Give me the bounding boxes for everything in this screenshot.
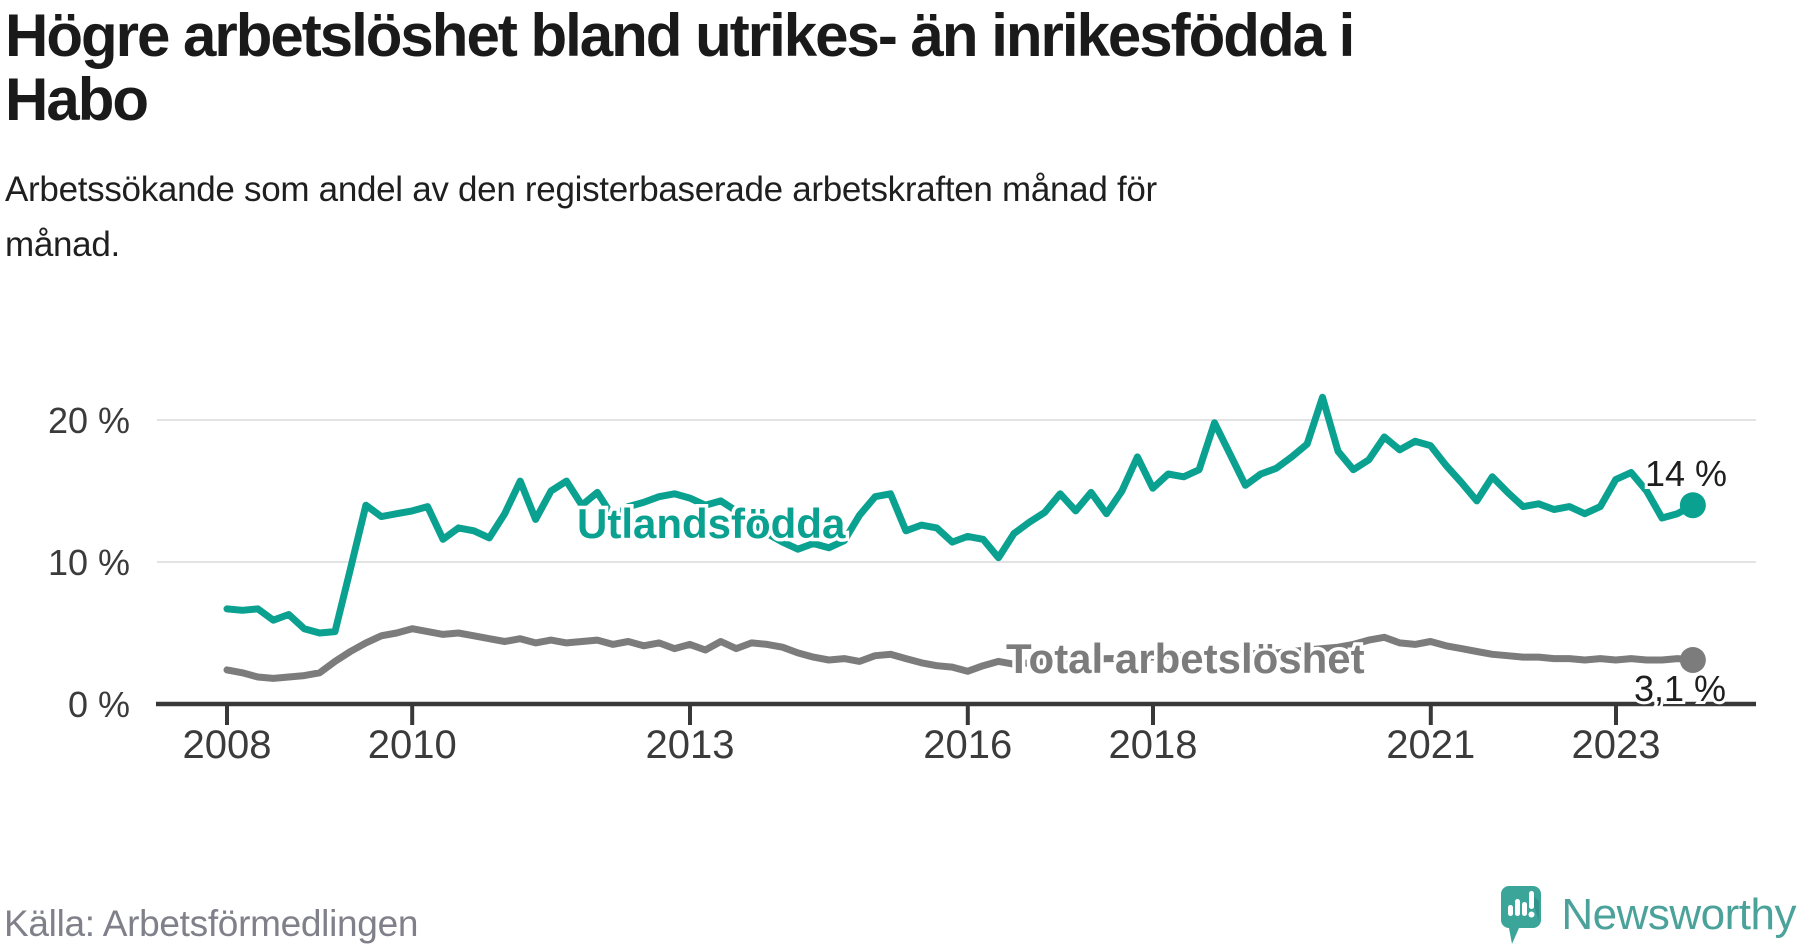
x-axis-tick-label: 2010 — [368, 723, 457, 767]
bar-1 — [1508, 905, 1514, 916]
page-subtitle-line1: Arbetssökande som andel av den registerb… — [5, 170, 1157, 209]
series-end-dot-utlandsfodda — [1679, 492, 1706, 519]
page-subtitle: Arbetssökande som andel av den registerb… — [5, 163, 1505, 273]
source-note: Källa: Arbetsförmedlingen — [4, 903, 419, 944]
gridlines — [157, 419, 1756, 563]
y-axis-labels: 0 % 10 % 20 % — [48, 400, 130, 725]
page-title: Högre arbetslöshet bland utrikes- än inr… — [5, 2, 1765, 134]
series-end-dot-total-arbetsloshet — [1679, 646, 1706, 673]
x-axis-tick-label: 2008 — [183, 723, 272, 767]
x-axis-tick-label: 2018 — [1109, 723, 1198, 767]
series-end-dots — [1679, 492, 1706, 673]
page-title-line2: Habo — [5, 66, 149, 134]
end-value-label-utlandsfodda: 14 % — [1645, 453, 1727, 494]
x-axis-tick-label: 2016 — [923, 723, 1012, 767]
x-axis-tick-label: 2013 — [646, 723, 735, 767]
newsworthy-wordmark: Newsworthy — [1561, 890, 1796, 939]
y-axis-tick-label: 20 % — [48, 400, 130, 441]
speech-bubble-shape — [1501, 886, 1542, 944]
newsworthy-logo: Newsworthy — [1501, 884, 1796, 946]
exclamation-dot — [1528, 911, 1535, 918]
series-label-utlandsfodda: Utlandsfödda — [577, 500, 846, 547]
series-lines — [223, 393, 1697, 682]
page-title-line1: Högre arbetslöshet bland utrikes- än inr… — [5, 2, 1355, 69]
newsworthy-logo-icon — [1501, 886, 1542, 944]
series-line-utlandsfodda — [223, 393, 1697, 637]
y-axis-tick-label: 10 % — [48, 542, 130, 583]
exclamation-bar — [1529, 891, 1535, 909]
series-label-total-arbetsloshet: Total arbetslöshet — [1006, 635, 1365, 682]
x-axis-tick-label: 2021 — [1386, 723, 1475, 767]
y-axis-tick-label: 0 % — [68, 684, 130, 725]
end-value-label-total: 3,1 % — [1634, 668, 1726, 709]
x-axis-tick-label: 2023 — [1572, 723, 1661, 767]
bar-3 — [1522, 902, 1528, 916]
x-axis: 2008 2010 2013 2016 2018 2021 2023 — [156, 701, 1756, 767]
series-line-total-arbetsloshet — [223, 625, 1697, 682]
page-subtitle-line2: månad. — [5, 224, 120, 264]
bar-2 — [1515, 899, 1521, 916]
